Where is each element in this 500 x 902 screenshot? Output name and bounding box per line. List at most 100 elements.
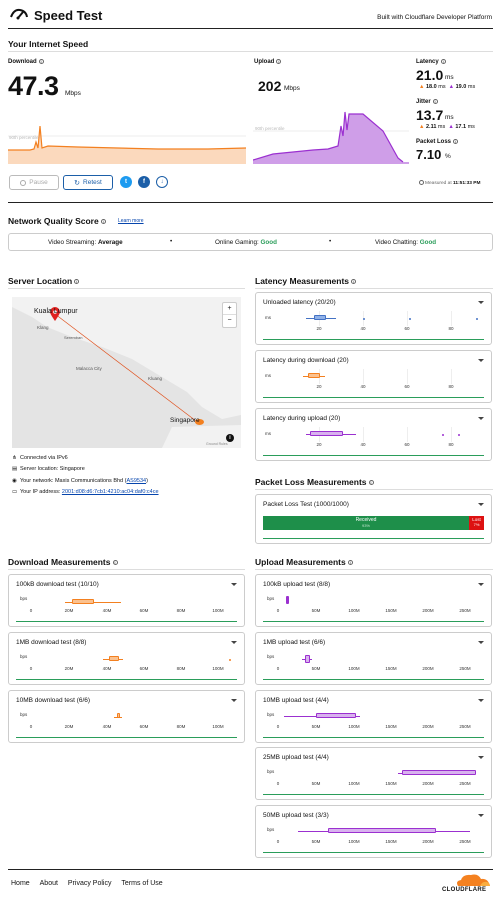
latency-label: Latency i	[416, 59, 446, 65]
upload-value: 202	[258, 78, 282, 94]
ip-card-icon: ▭	[12, 489, 18, 495]
card-title: Unloaded latency (20/20)	[263, 299, 336, 306]
footer-link-terms[interactable]: Terms of Use	[121, 880, 163, 887]
map-info-icon[interactable]: i	[226, 434, 234, 442]
chevron-down-icon[interactable]	[231, 583, 237, 586]
online-gaming-score: Online Gaming: Good	[215, 239, 277, 246]
facebook-share-icon[interactable]: f	[138, 176, 150, 188]
pause-button[interactable]: Pause	[9, 175, 59, 190]
upload-card-50mb[interactable]: 50MB upload test (3/3) bps 0 50M 100M 15…	[255, 805, 492, 858]
zoom-out-button[interactable]: −	[227, 317, 232, 324]
chevron-down-icon[interactable]	[478, 699, 484, 702]
card-title: Latency during upload (20)	[263, 415, 341, 422]
chevron-down-icon[interactable]	[231, 699, 237, 702]
axis-tick: 0	[276, 608, 280, 613]
axis-tick: 50M	[311, 666, 321, 671]
accent-line	[16, 679, 237, 680]
card-title: Packet Loss Test (1000/1000)	[263, 501, 349, 508]
grid-line	[363, 369, 364, 384]
info-icon: i	[347, 560, 353, 566]
axis-tick: 60M	[139, 666, 149, 671]
axis-tick: 20	[316, 442, 322, 447]
ipv6-info: ⋔ Connected via IPv6	[12, 455, 68, 461]
upload-percentile-label: 90th percentile	[255, 126, 285, 131]
footer-link-privacy[interactable]: Privacy Policy	[67, 880, 112, 887]
axis-tick: 250M	[459, 608, 471, 613]
latency-card-upload[interactable]: Latency during upload (20) ms 20 40 60 8…	[255, 408, 492, 461]
card-title: 10MB upload test (4/4)	[263, 697, 329, 704]
accent-line	[263, 794, 484, 795]
info-icon: i	[276, 59, 282, 64]
axis-unit: ms	[265, 431, 271, 436]
packet-loss-card[interactable]: Packet Loss Test (1000/1000) Received 93…	[255, 494, 492, 544]
download-card-1mb[interactable]: 1MB download test (8/8) bps 0 20M 40M 60…	[8, 632, 245, 685]
upload-card-10mb[interactable]: 10MB upload test (4/4) bps 0 50M 100M 15…	[255, 690, 492, 743]
received-bar: Received 93%	[263, 516, 469, 530]
chevron-down-icon[interactable]	[478, 503, 484, 506]
chevron-down-icon[interactable]	[478, 301, 484, 304]
axis-tick: 100M	[348, 724, 360, 729]
upload-card-25mb[interactable]: 25MB upload test (4/4) bps 0 50M 100M 15…	[255, 747, 492, 800]
video-chatting-score: Video Chatting: Good	[375, 239, 437, 246]
upload-card-1mb[interactable]: 1MB upload test (6/6) bps 0 50M 100M 150…	[255, 632, 492, 685]
axis-tick: 100M	[348, 608, 360, 613]
download-arrow-icon: ▲	[419, 84, 425, 90]
axis-tick: 40	[360, 442, 366, 447]
asn-link[interactable]: AS9534	[126, 478, 147, 484]
accent-line	[263, 538, 484, 539]
info-icon: i	[74, 279, 80, 285]
axis-tick: 80M	[176, 608, 186, 613]
clock-icon	[419, 180, 424, 185]
axis-tick: 200M	[422, 839, 434, 844]
packet-loss-unit: %	[445, 153, 451, 160]
upload-person-icon: ▲	[448, 84, 455, 90]
axis-tick: 50M	[311, 724, 321, 729]
outlier-dot	[458, 434, 460, 436]
map-label-singapore: Singapore	[170, 417, 200, 424]
map-label-klang: Klang	[37, 325, 49, 330]
axis-unit: bps	[267, 769, 275, 774]
download-chart	[8, 125, 246, 164]
ip-address-link[interactable]: 2001:d08:d6:7cb1:4210:ac04:daf0:c4ce	[61, 489, 159, 495]
jitter-value: 13.7	[416, 107, 444, 123]
axis-unit: bps	[267, 827, 275, 832]
footer-link-about[interactable]: About	[39, 880, 58, 887]
chevron-down-icon[interactable]	[478, 814, 484, 817]
twitter-share-icon[interactable]: t	[120, 176, 132, 188]
axis-tick: 20M	[64, 724, 74, 729]
latency-card-unloaded[interactable]: Unloaded latency (20/20) ms 20 40 60 80	[255, 292, 492, 345]
chevron-down-icon[interactable]	[478, 359, 484, 362]
server-map[interactable]: Kuala Lumpur Klang Seremban Malacca City…	[12, 297, 241, 448]
outlier-dot	[363, 318, 365, 320]
axis-unit: bps	[267, 654, 275, 659]
chevron-down-icon[interactable]	[478, 417, 484, 420]
footer-link-home[interactable]: Home	[11, 880, 30, 887]
lost-label: Lost	[472, 517, 481, 522]
card-title: 1MB download test (8/8)	[16, 639, 87, 646]
axis-tick: 200M	[422, 781, 434, 786]
accent-line	[16, 737, 237, 738]
download-results-icon[interactable]: ↓	[156, 176, 168, 188]
upload-card-100kb[interactable]: 100kB upload test (8/8) bps 0 50M 100M 1…	[255, 574, 492, 627]
retest-button[interactable]: ↻ Retest	[63, 175, 113, 190]
box-plot-box	[402, 770, 476, 775]
chevron-down-icon[interactable]	[478, 583, 484, 586]
upload-unit: Mbps	[284, 85, 300, 92]
latency-card-download[interactable]: Latency during download (20) ms 20 40 60…	[255, 350, 492, 403]
chevron-down-icon[interactable]	[478, 756, 484, 759]
accent-line	[16, 621, 237, 622]
outlier-dot	[476, 318, 478, 320]
download-card-10mb[interactable]: 10MB download test (6/6) bps 0 20M 40M 6…	[8, 690, 245, 743]
divider	[8, 51, 493, 52]
axis-tick: 40M	[102, 666, 112, 671]
received-percent: 93%	[361, 523, 370, 528]
axis-tick: 200M	[422, 724, 434, 729]
axis-unit: bps	[20, 712, 28, 717]
card-title: 25MB upload test (4/4)	[263, 754, 329, 761]
chevron-down-icon[interactable]	[231, 641, 237, 644]
map-pin-icon	[50, 307, 60, 321]
download-card-100kb[interactable]: 100kB download test (10/10) bps 0 20M 40…	[8, 574, 245, 627]
zoom-in-button[interactable]: +	[223, 303, 236, 315]
learn-more-link[interactable]: Learn more	[118, 218, 144, 224]
chevron-down-icon[interactable]	[478, 641, 484, 644]
